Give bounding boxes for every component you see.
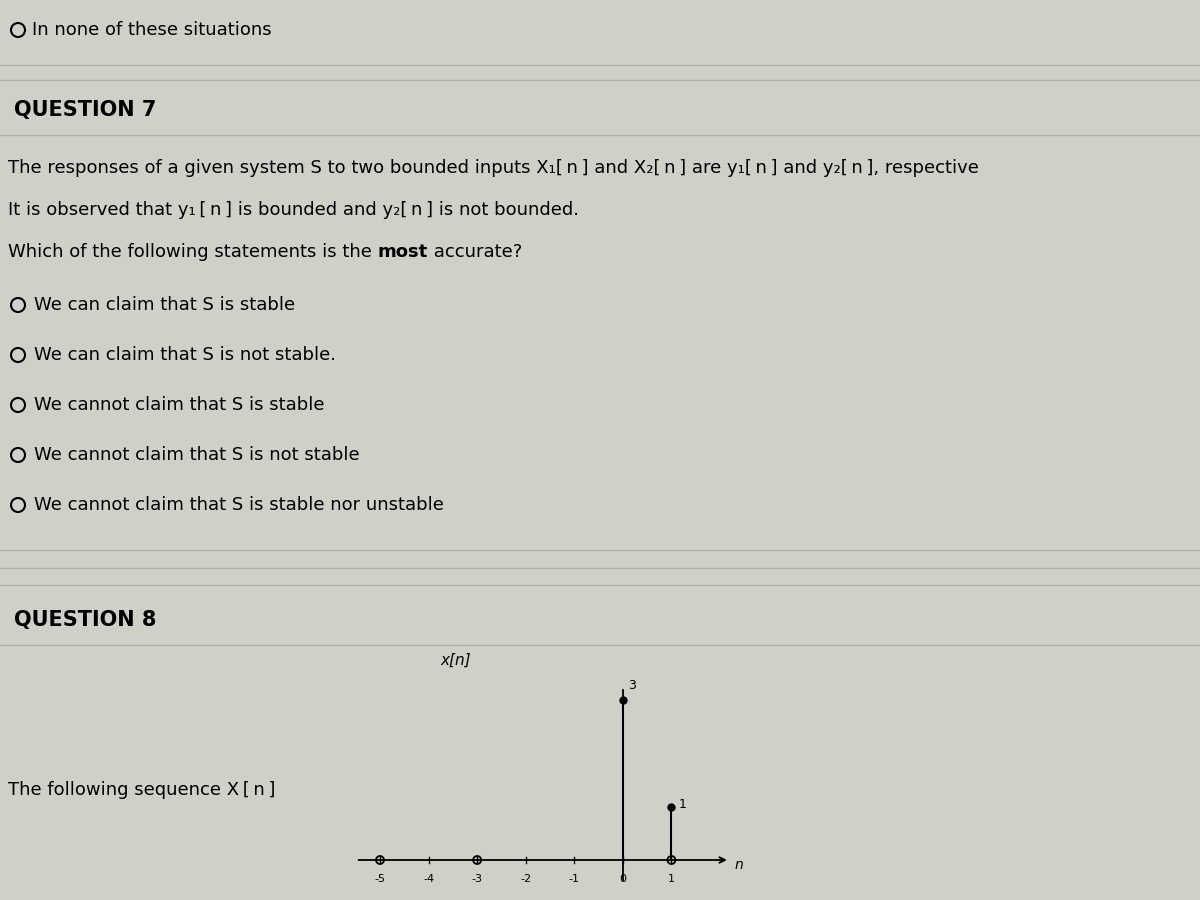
Text: accurate?: accurate?: [428, 243, 522, 261]
Text: Which of the following statements is the: Which of the following statements is the: [8, 243, 378, 261]
Text: We can claim that S is stable: We can claim that S is stable: [34, 296, 295, 314]
Text: 0: 0: [619, 874, 626, 884]
Text: -5: -5: [374, 874, 385, 884]
Text: It is observed that y₁ [ n ] is bounded and y₂[ n ] is not bounded.: It is observed that y₁ [ n ] is bounded …: [8, 201, 580, 219]
Text: QUESTION 7: QUESTION 7: [14, 100, 156, 120]
Text: In none of these situations: In none of these situations: [32, 21, 271, 39]
Text: -2: -2: [520, 874, 532, 884]
Text: We cannot claim that S is stable nor unstable: We cannot claim that S is stable nor uns…: [34, 496, 444, 514]
Text: We cannot claim that S is stable: We cannot claim that S is stable: [34, 396, 324, 414]
Text: 1: 1: [668, 874, 674, 884]
Text: x[n]: x[n]: [440, 653, 470, 668]
Text: QUESTION 8: QUESTION 8: [14, 610, 156, 630]
Text: 1: 1: [678, 798, 686, 811]
Text: -3: -3: [472, 874, 482, 884]
Text: The responses of a given system S to two bounded inputs X₁[ n ] and X₂[ n ] are : The responses of a given system S to two…: [8, 159, 979, 177]
Text: n: n: [734, 858, 743, 872]
Text: 3: 3: [628, 679, 636, 692]
Text: most: most: [378, 243, 428, 261]
Text: -4: -4: [424, 874, 434, 884]
Text: -1: -1: [569, 874, 580, 884]
Text: We can claim that S is not stable.: We can claim that S is not stable.: [34, 346, 336, 364]
Text: We cannot claim that S is not stable: We cannot claim that S is not stable: [34, 446, 360, 464]
Text: The following sequence X [ n ]: The following sequence X [ n ]: [8, 781, 275, 799]
